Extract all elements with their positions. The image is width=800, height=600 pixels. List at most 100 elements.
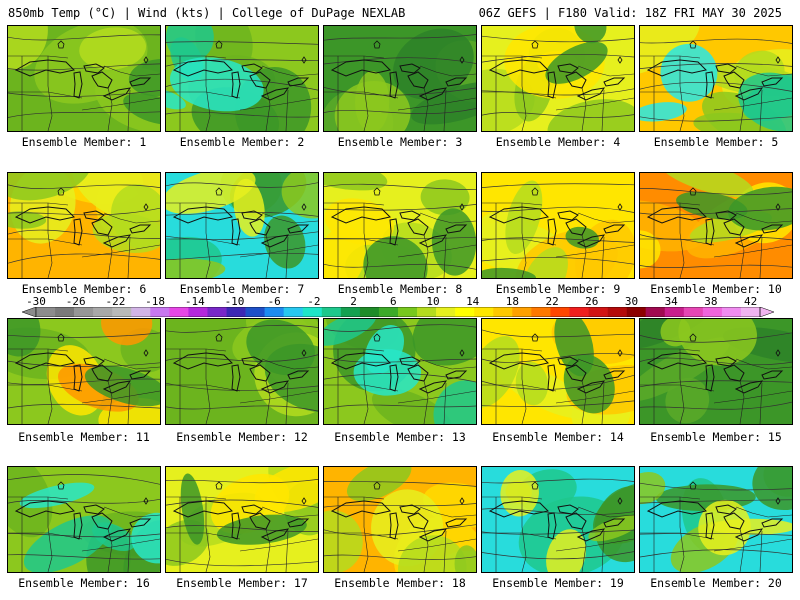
- colorbar-swatch: [359, 307, 380, 317]
- ensemble-member-map[interactable]: [323, 25, 477, 132]
- colorbar-tick-label: 38: [704, 295, 718, 308]
- map-title: 850mb Temp (°C) | Wind (kts) | College o…: [8, 6, 406, 20]
- colorbar-max-arrow: [759, 307, 774, 317]
- valid-time: 06Z GEFS | F180 Valid: 18Z FRI MAY 30 20…: [478, 6, 782, 20]
- ensemble-member-map[interactable]: [323, 466, 477, 573]
- colorbar-swatch: [169, 307, 189, 317]
- ensemble-member-map[interactable]: [639, 172, 793, 279]
- colorbar-swatch: [531, 307, 551, 317]
- colorbar-swatch: [398, 307, 418, 317]
- colorbar-tick-label: 30: [624, 295, 639, 308]
- colorbar-swatch: [664, 307, 685, 317]
- colorbar-tick-label: 14: [466, 295, 480, 308]
- temperature-field-map: [324, 319, 476, 424]
- ensemble-member-map[interactable]: [639, 25, 793, 132]
- colorbar-swatch: [569, 307, 589, 317]
- temperature-field-map: [640, 26, 792, 131]
- ensemble-member-map[interactable]: [639, 318, 793, 425]
- colorbar-swatch: [321, 307, 342, 317]
- colorbar-tick-label: -26: [65, 295, 86, 308]
- colorbar-tick-label: -18: [145, 295, 166, 308]
- colorbar-swatch: [683, 307, 704, 317]
- ensemble-member-map[interactable]: [165, 318, 319, 425]
- colorbar-tick-label: -30: [26, 295, 46, 308]
- ensemble-member-map[interactable]: [165, 172, 319, 279]
- ensemble-member-map[interactable]: [481, 25, 635, 132]
- ensemble-member-map[interactable]: [7, 172, 161, 279]
- colorbar-min-arrow: [22, 307, 37, 317]
- colorbar-tick-label: -14: [184, 295, 205, 308]
- ensemble-member-label: Ensemble Member: 14: [492, 430, 624, 444]
- colorbar-tick-label: -10: [224, 295, 245, 308]
- colorbar-swatch: [340, 307, 361, 317]
- colorbar-swatch: [493, 307, 513, 317]
- temperature-field-map: [482, 467, 634, 572]
- ensemble-member-label: Ensemble Member: 1: [21, 135, 147, 149]
- colorbar-swatch: [36, 307, 56, 317]
- colorbar-tick-label: -22: [105, 295, 126, 308]
- ensemble-member-label: Ensemble Member: 4: [495, 135, 621, 149]
- colorbar-swatch: [474, 307, 494, 317]
- ensemble-member-label: Ensemble Member: 6: [21, 282, 147, 296]
- ensemble-member-map[interactable]: [165, 25, 319, 132]
- ensemble-member-label: Ensemble Member: 15: [650, 430, 782, 444]
- ensemble-member-map[interactable]: [7, 25, 161, 132]
- colorbar-swatch: [302, 307, 323, 317]
- ensemble-member-map[interactable]: [481, 318, 635, 425]
- ensemble-member-label: Ensemble Member: 17: [176, 576, 308, 590]
- ensemble-member-label: Ensemble Member: 3: [337, 135, 463, 149]
- ensemble-member-label: Ensemble Member: 11: [18, 430, 150, 444]
- temperature-field-map: [8, 173, 160, 278]
- temperature-field-map: [324, 173, 476, 278]
- colorbar-swatch: [150, 307, 170, 317]
- temperature-field-map: [482, 173, 634, 278]
- colorbar-swatch: [74, 307, 94, 317]
- ensemble-member-map[interactable]: [7, 466, 161, 573]
- colorbar-swatch: [264, 307, 284, 317]
- temperature-field-map: [324, 467, 476, 572]
- colorbar-tick-label: 2: [350, 295, 357, 308]
- ensemble-member-label: Ensemble Member: 8: [337, 282, 463, 296]
- colorbar-tick-label: 22: [545, 295, 559, 308]
- ensemble-member-map[interactable]: [165, 466, 319, 573]
- temperature-field-map: [8, 467, 160, 572]
- colorbar-tick-label: 10: [426, 295, 440, 308]
- colorbar-swatch: [207, 307, 227, 317]
- temperature-field-map: [166, 467, 318, 572]
- colorbar-swatch: [721, 307, 742, 317]
- colorbar-swatch: [283, 307, 304, 317]
- colorbar-swatch: [436, 307, 456, 317]
- colorbar-swatch: [245, 307, 265, 317]
- temperature-colorbar: [22, 307, 774, 317]
- colorbar-swatch: [112, 307, 132, 317]
- ensemble-member-label: Ensemble Member: 9: [495, 282, 621, 296]
- temperature-field-map: [166, 173, 318, 278]
- colorbar-swatch: [607, 307, 627, 317]
- colorbar-swatch: [55, 307, 75, 317]
- colorbar-tick-label: -2: [307, 295, 321, 308]
- ensemble-member-map[interactable]: [639, 466, 793, 573]
- colorbar-swatch: [226, 307, 246, 317]
- ensemble-member-map[interactable]: [323, 318, 477, 425]
- colorbar-swatch: [740, 307, 761, 317]
- temperature-field-map: [166, 319, 318, 424]
- colorbar-tick-label: 42: [743, 295, 758, 308]
- ensemble-member-label: Ensemble Member: 2: [179, 135, 305, 149]
- temperature-field-map: [640, 319, 792, 424]
- colorbar-swatch: [512, 307, 532, 317]
- temperature-field-map: [324, 26, 476, 131]
- colorbar-swatch: [417, 307, 437, 317]
- ensemble-member-label: Ensemble Member: 13: [334, 430, 466, 444]
- ensemble-member-label: Ensemble Member: 18: [334, 576, 466, 590]
- colorbar-tick-label: 18: [505, 295, 520, 308]
- ensemble-member-map[interactable]: [7, 318, 161, 425]
- ensemble-member-label: Ensemble Member: 10: [650, 282, 782, 296]
- colorbar-swatch: [93, 307, 113, 317]
- ensemble-member-map[interactable]: [481, 466, 635, 573]
- colorbar-swatch: [188, 307, 208, 317]
- colorbar-tick-label: 26: [585, 295, 599, 308]
- temperature-field-map: [482, 26, 634, 131]
- colorbar-swatch: [588, 307, 608, 317]
- ensemble-member-map[interactable]: [481, 172, 635, 279]
- ensemble-member-map[interactable]: [323, 172, 477, 279]
